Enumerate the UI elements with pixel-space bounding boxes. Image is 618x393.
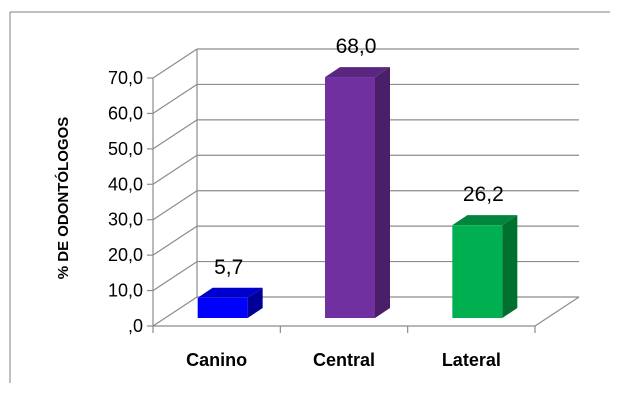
y-tick-label: 60,0 xyxy=(108,103,143,123)
grid-diagonal-6 xyxy=(152,83,198,114)
bar-top-face xyxy=(325,67,390,78)
grid-diagonal-7 xyxy=(152,48,198,79)
grid-diagonal-3 xyxy=(152,190,198,221)
floor-right-edge xyxy=(534,296,580,327)
grid-diagonal-1 xyxy=(152,261,198,292)
y-axis-title: % DE ODONTÓLOGOS xyxy=(54,117,72,280)
bar-front-face xyxy=(452,225,503,318)
y-tick-label: 40,0 xyxy=(108,174,143,194)
chart-axes xyxy=(152,78,580,333)
bar-side-face xyxy=(375,67,390,318)
y-tick-labels: ,0 10,0 20,0 30,0 40,0 50,0 60,0 70,0 xyxy=(108,68,153,336)
bars xyxy=(197,67,518,318)
y-tick-label: 10,0 xyxy=(108,281,143,301)
y-tick-label: ,0 xyxy=(128,316,143,336)
y-tick-label: 50,0 xyxy=(108,139,143,159)
bar-central xyxy=(325,67,390,318)
category-labels: Canino Central Lateral xyxy=(186,350,501,370)
bar-canino xyxy=(197,287,263,318)
value-label-lateral: 26,2 xyxy=(463,183,504,206)
value-labels: 5,7 68,0 26,2 xyxy=(214,35,504,279)
bar-front-face xyxy=(197,297,248,318)
bar-lateral xyxy=(452,215,518,318)
bar-top-face xyxy=(197,287,263,298)
bar-front-face xyxy=(325,77,375,318)
bar-top-face xyxy=(452,215,518,226)
grid-diagonal-0 xyxy=(152,296,198,327)
grid-diagonal-5 xyxy=(152,119,198,150)
y-tick-label: 30,0 xyxy=(108,210,143,230)
y-tick-label: 70,0 xyxy=(108,68,143,88)
category-label-lateral: Lateral xyxy=(442,350,501,370)
category-label-central: Central xyxy=(313,350,375,370)
bar-side-face xyxy=(247,287,263,318)
value-label-central: 68,0 xyxy=(336,35,377,58)
y-tick-label: 20,0 xyxy=(108,245,143,265)
grid-diagonal-2 xyxy=(152,225,198,256)
category-label-canino: Canino xyxy=(186,350,247,370)
bar-side-face xyxy=(502,215,518,318)
value-label-canino: 5,7 xyxy=(214,256,243,279)
grid-diagonal-4 xyxy=(152,154,198,185)
chart-frame-lines xyxy=(9,11,610,383)
